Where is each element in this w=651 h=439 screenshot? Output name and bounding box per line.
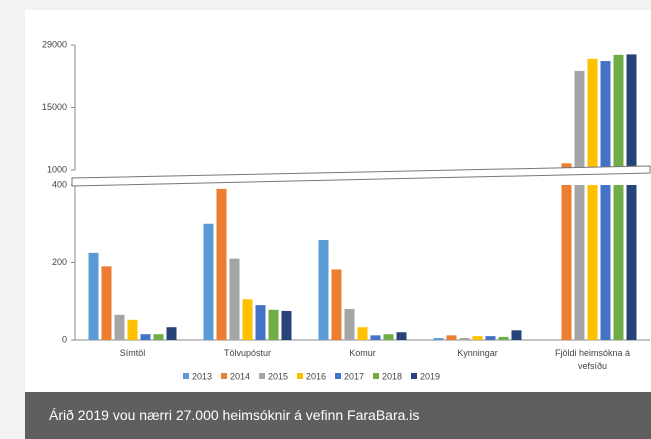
- bar: [242, 299, 253, 340]
- x-tick-label: Kynningar: [457, 348, 498, 358]
- axis-break: [71, 165, 651, 187]
- x-tick-label-line: Símtöl: [120, 348, 146, 358]
- bar: [370, 335, 381, 340]
- y2-tick-label: 1000: [47, 164, 67, 174]
- legend-label: 2014: [230, 371, 250, 381]
- x-tick-label: Símtöl: [120, 348, 146, 358]
- legend-label: 2016: [306, 371, 326, 381]
- bar: [459, 338, 470, 340]
- bar: [268, 309, 279, 340]
- bar: [216, 188, 227, 340]
- bar: [331, 269, 342, 340]
- bar: [153, 334, 164, 340]
- bar: [511, 330, 522, 340]
- bar: [446, 335, 457, 340]
- bar-upper: [626, 54, 637, 170]
- bar: [561, 185, 572, 340]
- bar: [396, 332, 407, 340]
- bar: [140, 334, 151, 340]
- bar: [498, 336, 509, 340]
- bar: [318, 240, 329, 340]
- x-tick-label: Tölvupóstur: [224, 348, 271, 358]
- y2-tick-label: 29000: [42, 39, 67, 49]
- bar: [255, 305, 266, 340]
- bar: [229, 258, 240, 340]
- bar: [203, 223, 214, 340]
- bar: [574, 185, 585, 340]
- bar: [587, 185, 598, 340]
- x-tick-label-line: Kynningar: [457, 348, 498, 358]
- bar: [101, 266, 112, 340]
- bar: [485, 336, 496, 340]
- legend-label: 2017: [344, 371, 364, 381]
- legend-swatch: [259, 373, 265, 379]
- bar: [433, 338, 444, 340]
- bar: [600, 185, 611, 340]
- caption: Árið 2019 vou nærri 27.000 heimsóknir á …: [25, 392, 651, 439]
- x-tick-label-line: Tölvupóstur: [224, 348, 271, 358]
- legend-label: 2018: [382, 371, 402, 381]
- legend-swatch: [297, 373, 303, 379]
- bar-upper: [613, 54, 624, 171]
- legend-swatch: [373, 373, 379, 379]
- x-tick-label-line: Fjöldi heimsókna á: [555, 348, 630, 358]
- y-tick-label: 400: [52, 179, 67, 189]
- bar: [344, 309, 355, 340]
- y-tick-label: 0: [62, 334, 67, 344]
- bar: [281, 310, 292, 340]
- y2-tick-label: 15000: [42, 102, 67, 112]
- legend-swatch: [221, 373, 227, 379]
- bar: [383, 334, 394, 340]
- y-tick-label: 200: [52, 257, 67, 267]
- bar: [114, 314, 125, 340]
- legend-swatch: [411, 373, 417, 379]
- x-tick-label-line: Komur: [349, 348, 376, 358]
- x-tick-label: Fjöldi heimsókna á vefsíðu: [555, 348, 630, 371]
- bar: [166, 327, 177, 340]
- bar-upper: [574, 70, 585, 170]
- bar-upper: [587, 58, 598, 170]
- legend-label: 2013: [192, 371, 212, 381]
- bar: [626, 185, 637, 340]
- chart: 0 200 400 1000 15000 29000 Símtöl Tölvupóstur Ko…: [25, 10, 651, 392]
- legend-label: 2015: [268, 371, 288, 381]
- bar: [472, 336, 483, 340]
- bar-upper: [600, 61, 611, 171]
- bar: [88, 252, 99, 340]
- legend-label: 2019: [420, 371, 440, 381]
- legend-swatch: [183, 373, 189, 379]
- bar: [613, 185, 624, 340]
- bar: [357, 327, 368, 340]
- legend-swatch: [335, 373, 341, 379]
- bar: [127, 319, 138, 340]
- bar-upper: [561, 163, 572, 170]
- x-tick-label: Komur: [349, 348, 376, 358]
- x-tick-label-line: vefsíðu: [578, 361, 607, 371]
